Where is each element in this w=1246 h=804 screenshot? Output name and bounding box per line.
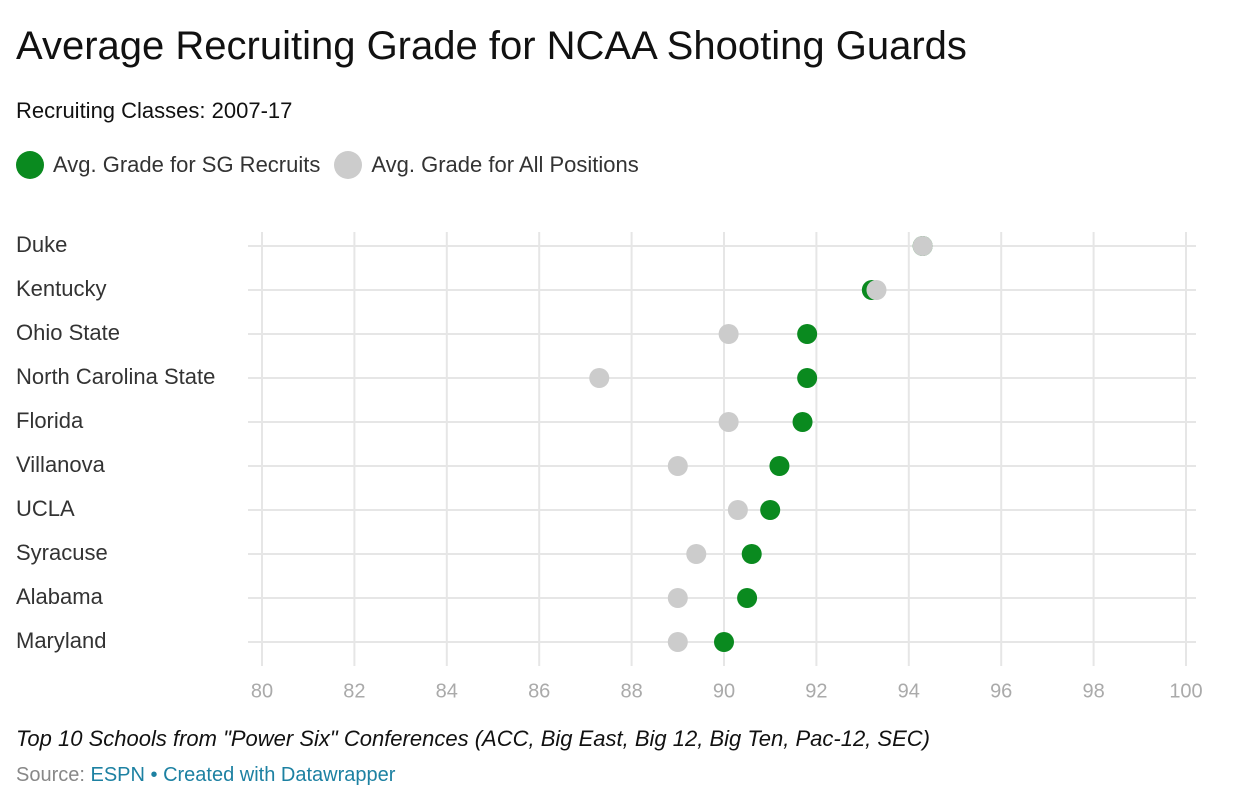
source-link[interactable]: ESPN xyxy=(90,764,145,786)
sg-grade-dot[interactable] xyxy=(741,544,762,564)
legend-item-all: Avg. Grade for All Positions xyxy=(334,151,639,179)
row-label: Florida xyxy=(16,408,84,433)
legend: Avg. Grade for SG Recruits Avg. Grade fo… xyxy=(16,148,653,182)
row-label: Duke xyxy=(16,232,67,257)
chart-title: Average Recruiting Grade for NCAA Shooti… xyxy=(16,24,967,68)
chart-note: Top 10 Schools from "Power Six" Conferen… xyxy=(16,726,930,751)
row-label: Villanova xyxy=(16,452,106,477)
all-positions-grade-dot[interactable] xyxy=(667,632,688,652)
all-positions-grade-dot[interactable] xyxy=(667,456,688,476)
all-positions-grade-dot[interactable] xyxy=(686,544,707,564)
x-tick-label: 80 xyxy=(251,680,273,702)
row-label: Syracuse xyxy=(16,540,108,565)
sg-grade-dot[interactable] xyxy=(769,456,790,476)
all-positions-grade-dot[interactable] xyxy=(589,368,610,388)
x-axis-ticks: 80 82 84 86 88 90 92 94 96 98 100 xyxy=(251,680,1203,702)
row-labels: Duke Kentucky Ohio State North Carolina Sta… xyxy=(16,232,215,653)
all-positions-grade-dot[interactable] xyxy=(667,588,688,608)
sg-grade-dot[interactable] xyxy=(714,632,734,652)
x-tick-label: 92 xyxy=(805,680,827,702)
x-tick-label: 88 xyxy=(620,680,642,702)
dot-plot: Duke Kentucky Ohio State North Carolina Sta… xyxy=(16,232,1203,702)
x-tick-label: 96 xyxy=(990,680,1012,702)
legend-swatch-sg xyxy=(16,151,44,179)
x-tick-label: 82 xyxy=(343,680,365,702)
x-tick-label: 86 xyxy=(528,680,550,702)
legend-label-sg: Avg. Grade for SG Recruits xyxy=(53,152,321,177)
footer-separator: • xyxy=(144,764,164,786)
all-positions-grade-dot[interactable] xyxy=(718,324,739,344)
sg-grade-dot[interactable] xyxy=(797,324,818,344)
sg-grade-dot[interactable] xyxy=(792,412,813,432)
x-tick-label: 98 xyxy=(1082,680,1104,702)
sg-grade-dot[interactable] xyxy=(760,500,781,520)
all-positions-grade-dot[interactable] xyxy=(912,236,933,256)
x-tick-label: 84 xyxy=(436,680,458,702)
legend-item-sg: Avg. Grade for SG Recruits xyxy=(16,151,320,179)
all-positions-grade-dot[interactable] xyxy=(727,500,748,520)
x-tick-label: 94 xyxy=(898,680,920,702)
legend-swatch-all xyxy=(334,151,363,179)
datawrapper-link[interactable]: Created with Datawrapper xyxy=(163,764,396,786)
all-positions-grade-dot[interactable] xyxy=(866,280,887,300)
sg-grade-dot[interactable] xyxy=(797,368,818,388)
row-label: North Carolina State xyxy=(16,364,215,389)
all-positions-grade-dot[interactable] xyxy=(718,412,739,432)
x-tick-label: 100 xyxy=(1169,680,1202,702)
legend-label-all: Avg. Grade for All Positions xyxy=(371,152,639,177)
gridlines xyxy=(248,232,1196,666)
x-tick-label: 90 xyxy=(713,680,735,702)
row-label: Alabama xyxy=(16,584,104,609)
source-label: Source: xyxy=(16,764,91,786)
row-label: Maryland xyxy=(16,628,106,653)
row-label: Kentucky xyxy=(16,276,107,301)
row-label: UCLA xyxy=(16,496,75,521)
chart-footer: Source: ESPN • Created with Datawrapper xyxy=(16,764,395,787)
data-points xyxy=(589,236,933,652)
chart-subtitle: Recruiting Classes: 2007-17 xyxy=(16,98,293,123)
sg-grade-dot[interactable] xyxy=(737,588,758,608)
row-label: Ohio State xyxy=(16,320,120,345)
